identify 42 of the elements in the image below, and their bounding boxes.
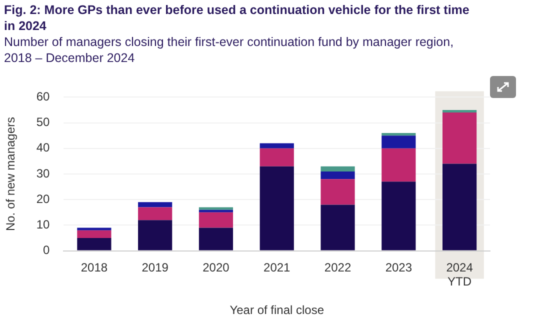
bar bbox=[260, 143, 294, 148]
bar bbox=[382, 133, 416, 136]
chart-title: Fig. 2: More GPs than ever before used a continuation vehicle for the first time in 2024 bbox=[4, 2, 470, 34]
bar bbox=[442, 164, 477, 250]
bar bbox=[77, 238, 112, 250]
x-axis-title: Year of final close bbox=[230, 303, 324, 318]
y-axis-title: No. of new managers bbox=[4, 116, 18, 232]
bar bbox=[260, 148, 294, 166]
x-tick-label: 2019 bbox=[142, 260, 169, 274]
y-tick-label: 50 bbox=[36, 115, 50, 130]
y-tick-label: 30 bbox=[36, 166, 50, 180]
x-tick-label: 2021 bbox=[264, 260, 291, 274]
bar bbox=[442, 112, 477, 164]
bar bbox=[442, 110, 477, 113]
x-tick-label: 2023 bbox=[385, 260, 412, 274]
bar bbox=[382, 182, 416, 250]
bar bbox=[138, 202, 172, 208]
bar bbox=[77, 228, 112, 230]
bar bbox=[138, 220, 172, 250]
bar bbox=[320, 179, 355, 205]
bar bbox=[260, 166, 294, 250]
x-tick-label: 2018 bbox=[80, 260, 108, 274]
y-tick-label: 0 bbox=[43, 243, 50, 258]
bar bbox=[320, 166, 355, 172]
bar bbox=[198, 207, 234, 210]
y-tick-label: 20 bbox=[36, 192, 50, 206]
chart-subtitle: Number of managers closing their first-ever continuation fund by manager region, 2018 – December 2024 bbox=[4, 34, 455, 66]
bar bbox=[198, 228, 234, 250]
x-tick-label: 2022 bbox=[324, 260, 352, 274]
bar bbox=[77, 230, 112, 238]
bar bbox=[320, 171, 355, 180]
y-tick-label: 10 bbox=[36, 218, 50, 232]
bar bbox=[198, 210, 234, 212]
y-tick-label: 40 bbox=[36, 140, 50, 155]
bar bbox=[320, 204, 355, 250]
bar bbox=[382, 148, 416, 182]
x-tick-label: 2020 bbox=[202, 260, 230, 274]
bar bbox=[382, 136, 416, 148]
bar bbox=[138, 207, 172, 220]
y-tick-label: 60 bbox=[36, 90, 50, 104]
x-tick-label: 2024 YTD bbox=[446, 260, 474, 289]
bar bbox=[198, 212, 234, 228]
